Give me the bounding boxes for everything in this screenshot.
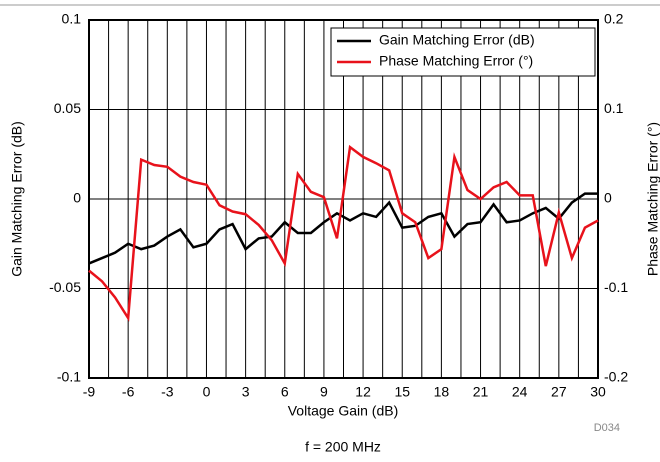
- x-tick-label: 6: [281, 384, 289, 400]
- legend-label: Gain Matching Error (dB): [379, 32, 535, 48]
- plot-frame: [88, 19, 599, 379]
- y2-tick-label: 0.1: [604, 100, 624, 116]
- x-tick-label: 30: [590, 384, 606, 400]
- figure-code: D034: [594, 422, 620, 434]
- x-tick-label: -6: [122, 384, 135, 400]
- x-tick-label: 3: [242, 384, 250, 400]
- legend-box: [330, 27, 596, 77]
- legend-label: Phase Matching Error (°): [379, 53, 533, 69]
- y2-axis-label: Phase Matching Error (°): [645, 122, 660, 276]
- data-line: [88, 192, 598, 265]
- data-line: [88, 144, 599, 322]
- x-tick-label: 27: [551, 384, 567, 400]
- y-tick-label: 0.05: [54, 100, 81, 116]
- y2-tick-label: -0.1: [604, 279, 628, 295]
- x-tick-label: -3: [161, 384, 174, 400]
- x-axis-label: Voltage Gain (dB): [288, 403, 399, 419]
- x-tick-label: -9: [83, 384, 96, 400]
- x-tick-label: 12: [355, 384, 371, 400]
- x-tick-label: 18: [434, 384, 450, 400]
- x-tick-label: 24: [512, 384, 528, 400]
- y-tick-label: -0.05: [49, 279, 81, 295]
- y-axis-label: Gain Matching Error (dB): [9, 121, 25, 277]
- y-tick-label: 0: [73, 190, 81, 206]
- x-tick-label: 21: [473, 384, 489, 400]
- y2-tick-label: -0.2: [604, 369, 628, 385]
- y2-tick-label: 0.2: [604, 11, 624, 27]
- y-tick-label: 0.1: [62, 11, 82, 27]
- x-tick-label: 9: [320, 384, 328, 400]
- y-tick-label: -0.1: [57, 369, 81, 385]
- y2-tick-label: 0: [604, 190, 612, 206]
- x-tick-label: 0: [203, 384, 211, 400]
- caption: f = 200 MHz: [305, 439, 381, 455]
- x-tick-label: 15: [394, 384, 410, 400]
